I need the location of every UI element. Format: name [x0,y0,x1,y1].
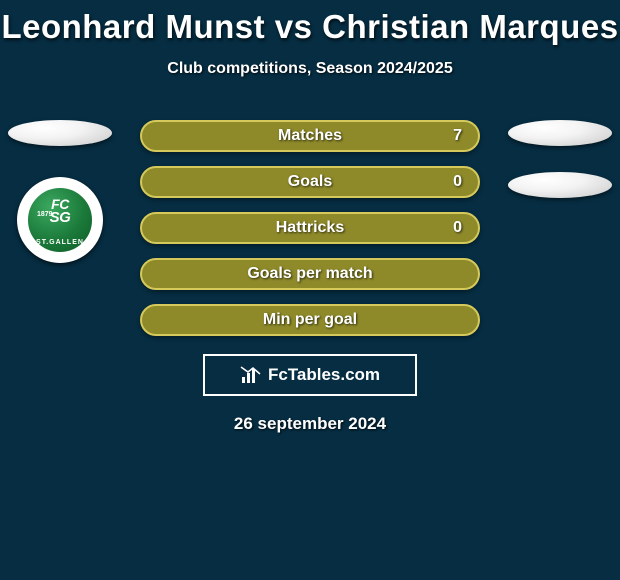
bar-chart-icon [240,365,262,385]
stage: FC SG 1879 ST.GALLEN Matches 7 Goals 0 H… [0,120,620,336]
stat-label: Matches [278,127,342,145]
stat-bar: Goals 0 [140,166,480,198]
club-badge-left: FC SG 1879 ST.GALLEN [17,177,103,263]
badge-arc-text: ST.GALLEN [36,239,84,246]
brand-link[interactable]: FcTables.com [203,354,417,396]
page-subtitle: Club competitions, Season 2024/2025 [0,60,620,78]
stat-value: 7 [453,127,462,145]
stat-bar: Min per goal [140,304,480,336]
stat-bars: Matches 7 Goals 0 Hattricks 0 Goals per … [140,120,480,336]
player-shadow-oval [8,120,112,146]
badge-year: 1879 [37,211,53,218]
club-badge-inner: FC SG 1879 ST.GALLEN [25,185,95,255]
stat-value: 0 [453,219,462,237]
stat-label: Min per goal [263,311,357,329]
footer-date: 26 september 2024 [0,414,620,434]
stat-value: 0 [453,173,462,191]
stat-bar: Goals per match [140,258,480,290]
stat-label: Goals [288,173,332,191]
left-player-column: FC SG 1879 ST.GALLEN [0,120,120,263]
stat-bar: Matches 7 [140,120,480,152]
brand-text: FcTables.com [268,365,380,385]
stat-label: Goals per match [247,265,372,283]
comparison-card: Leonhard Munst vs Christian Marques Club… [0,0,620,434]
player-shadow-oval [508,120,612,146]
right-player-column [500,120,620,198]
page-title: Leonhard Munst vs Christian Marques [0,8,620,46]
player-shadow-oval [508,172,612,198]
stat-label: Hattricks [276,219,344,237]
stat-bar: Hattricks 0 [140,212,480,244]
